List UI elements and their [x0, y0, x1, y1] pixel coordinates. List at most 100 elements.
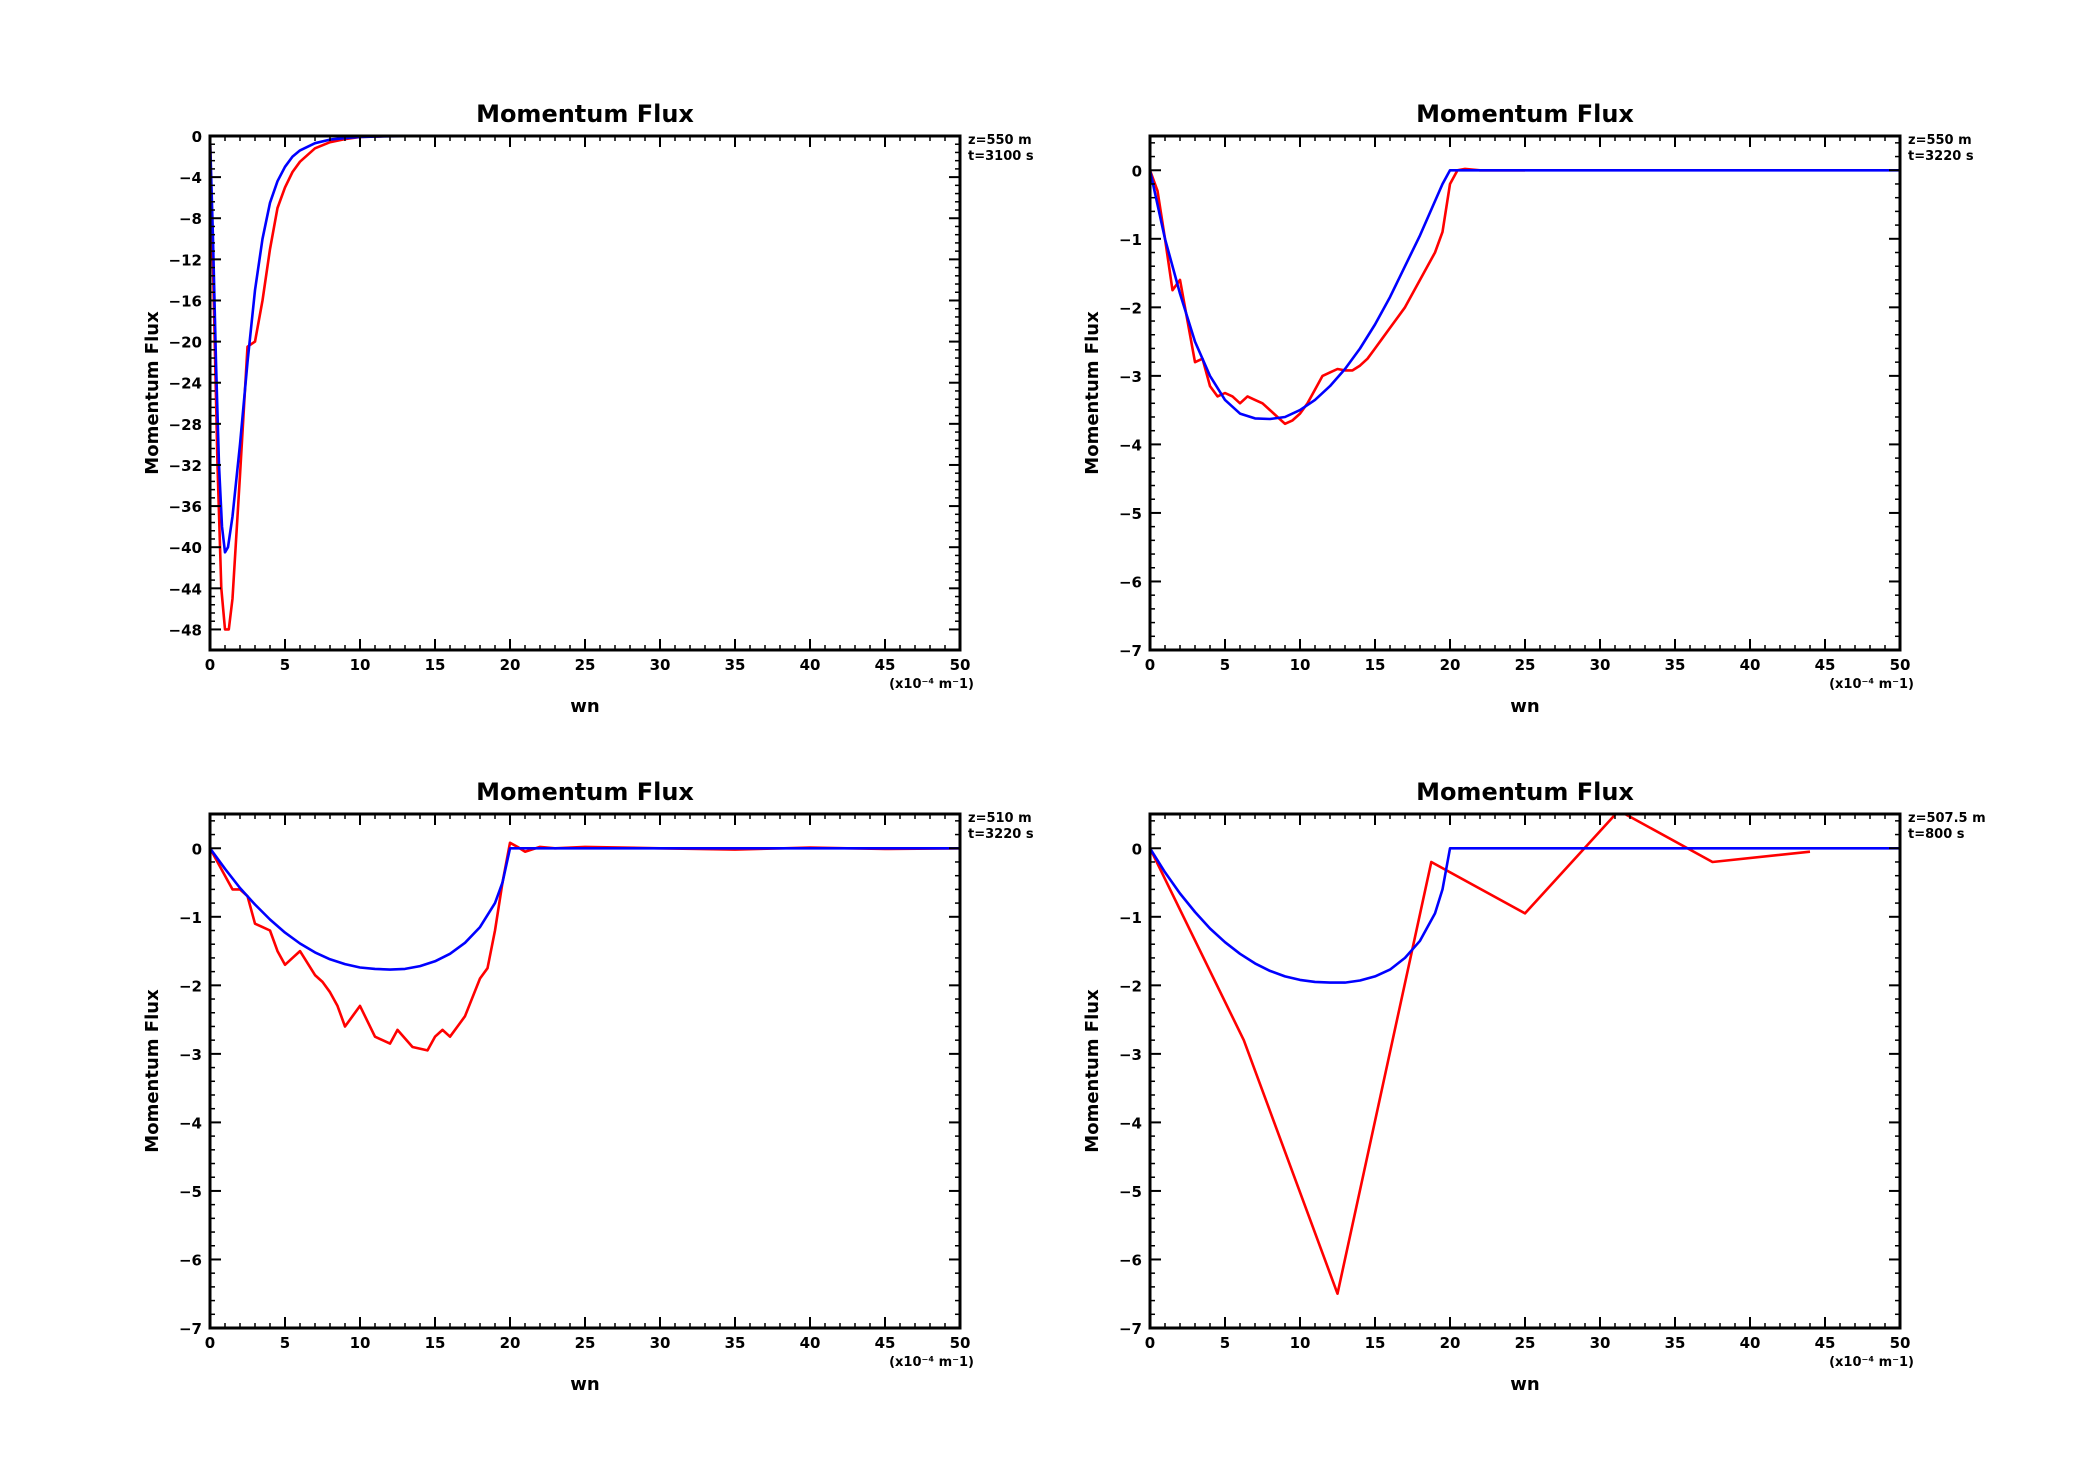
- y-tick-label: −28: [169, 416, 202, 434]
- x-tick-label: 0: [205, 656, 215, 674]
- x-tick-label: 50: [1890, 1334, 1911, 1352]
- x-tick-label: 20: [500, 656, 521, 674]
- x-tick-label: 20: [1440, 656, 1461, 674]
- y-tick-label: −5: [1119, 505, 1142, 523]
- panel-4: Momentum Flux 0 5 10 15 20 25 30 35 40 45 50 0 −1 −2 −3…: [1082, 778, 1986, 1395]
- series-group: [1150, 814, 1900, 1295]
- x-tick-label: 35: [1665, 1334, 1686, 1352]
- y-tick-label: −6: [179, 1251, 202, 1269]
- x-tick-label: 0: [1145, 656, 1155, 674]
- series-line-1: [210, 136, 435, 631]
- x-tick-label: 40: [800, 1334, 821, 1352]
- y-tick-label: −4: [179, 1114, 202, 1132]
- plot-frame: [208, 812, 962, 1330]
- y-tick-label: −12: [169, 251, 202, 269]
- y-tick-label: −3: [1119, 368, 1142, 386]
- y-axis-label: Momentum Flux: [142, 311, 163, 475]
- y-axis-label: Momentum Flux: [142, 989, 163, 1153]
- x-tick-label: 10: [1290, 1334, 1311, 1352]
- x-tick-label: 45: [875, 1334, 896, 1352]
- x-tick-label: 5: [280, 656, 290, 674]
- plot-frame: [1148, 812, 1902, 1330]
- y-tick-label: −3: [1119, 1046, 1142, 1064]
- x-tick-label: 25: [575, 1334, 596, 1352]
- panel-3: Momentum Flux 0 5 10 15 20 25 30 35 40 45 50 0 −1 −2 −3…: [142, 778, 1034, 1395]
- y-tick-label: −4: [1119, 1114, 1142, 1132]
- y-tick-label: 0: [1132, 162, 1142, 180]
- panel-2: Momentum Flux 0 5 10 15 20 25 30 35 40 45 50 0 −1 −2 −3…: [1082, 100, 1974, 717]
- series-group: [210, 841, 960, 1052]
- x-tick-label: 30: [650, 656, 671, 674]
- series-group: [210, 136, 960, 631]
- x-tick-label: 30: [1590, 656, 1611, 674]
- y-tick-label: −1: [179, 909, 202, 927]
- x-tick-label: 50: [950, 656, 971, 674]
- y-tick-label: −4: [1119, 436, 1142, 454]
- plot-frame: [1148, 134, 1902, 652]
- series-line-2: [210, 846, 960, 971]
- x-tick-label: 30: [1590, 1334, 1611, 1352]
- y-tick-label: −1: [1119, 909, 1142, 927]
- y-tick-label: −4: [179, 169, 202, 187]
- x-tick-label: 45: [875, 656, 896, 674]
- y-tick-label: −2: [1119, 977, 1142, 995]
- annotation-line-2: t=3100 s: [968, 149, 1034, 164]
- y-tick-label: 0: [1132, 840, 1142, 858]
- x-tick-label: 40: [1740, 656, 1761, 674]
- series-line-1: [1150, 814, 1811, 1295]
- y-tick-label: −8: [179, 210, 202, 228]
- y-tick-label: −7: [179, 1320, 202, 1338]
- annotation-line-1: z=507.5 m: [1908, 811, 1986, 826]
- x-tick-label: 25: [575, 656, 596, 674]
- chart-title: Momentum Flux: [1416, 778, 1634, 806]
- chart-title: Momentum Flux: [476, 778, 694, 806]
- x-tick-label: 45: [1815, 1334, 1836, 1352]
- series-line-1: [210, 841, 960, 1052]
- y-tick-label: −7: [1119, 642, 1142, 660]
- x-tick-label: 15: [425, 656, 446, 674]
- y-tick-label: −16: [169, 292, 202, 310]
- x-tick-label: 15: [1365, 656, 1386, 674]
- y-tick-label: −6: [1119, 573, 1142, 591]
- y-tick-label: −3: [179, 1046, 202, 1064]
- x-tick-label: 30: [650, 1334, 671, 1352]
- y-tick-label: −2: [1119, 299, 1142, 317]
- y-tick-label: −1: [1119, 231, 1142, 249]
- x-tick-label: 50: [1890, 656, 1911, 674]
- x-tick-label: 0: [205, 1334, 215, 1352]
- y-tick-label: −20: [169, 334, 202, 352]
- x-tick-label: 40: [1740, 1334, 1761, 1352]
- series-line-1: [1150, 167, 1525, 426]
- x-axis-label: wn: [570, 1374, 599, 1395]
- y-tick-label: 0: [192, 128, 202, 146]
- y-tick-label: −32: [169, 457, 202, 475]
- x-tick-label: 15: [425, 1334, 446, 1352]
- x-tick-label: 20: [500, 1334, 521, 1352]
- panel-1: Momentum Flux 0 5 10 15 20 25 30 35 40 45 50 0 −4 −8 −1…: [142, 100, 1034, 717]
- x-tick-label: 25: [1515, 1334, 1536, 1352]
- y-tick-label: −40: [169, 539, 202, 557]
- x-tick-label: 10: [350, 656, 371, 674]
- x-tick-label: 25: [1515, 656, 1536, 674]
- x-tick-label: 40: [800, 656, 821, 674]
- y-axis-label: Momentum Flux: [1082, 989, 1103, 1153]
- x-tick-label: 35: [725, 1334, 746, 1352]
- x-tick-label: 45: [1815, 656, 1836, 674]
- annotation-line-2: t=800 s: [1908, 827, 1965, 842]
- y-tick-label: −2: [179, 977, 202, 995]
- annotation-line-1: z=550 m: [968, 133, 1032, 148]
- y-tick-label: −24: [169, 375, 202, 393]
- y-axis-label: Momentum Flux: [1082, 311, 1103, 475]
- y-tick-label: −7: [1119, 1320, 1142, 1338]
- x-tick-label: 5: [280, 1334, 290, 1352]
- y-tick-label: −48: [169, 621, 202, 639]
- chart-title: Momentum Flux: [1416, 100, 1634, 128]
- x-unit-label: (x10⁻⁴ m⁻1): [889, 1355, 974, 1370]
- x-tick-label: 35: [725, 656, 746, 674]
- x-tick-label: 5: [1220, 1334, 1230, 1352]
- y-tick-label: −5: [1119, 1183, 1142, 1201]
- x-axis-label: wn: [1510, 696, 1539, 717]
- y-tick-label: −6: [1119, 1251, 1142, 1269]
- x-tick-label: 0: [1145, 1334, 1155, 1352]
- annotation-line-2: t=3220 s: [968, 827, 1034, 842]
